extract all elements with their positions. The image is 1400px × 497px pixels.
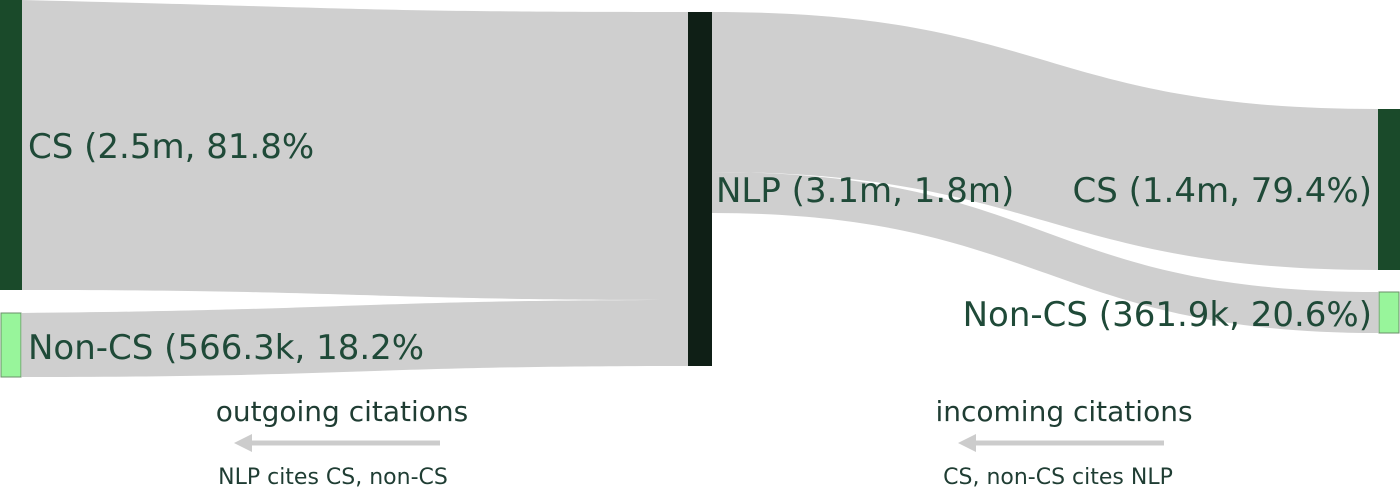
caption-incoming-title: incoming citations [935,395,1192,428]
label-right-cs: CS (1.4m, 79.4%) [1073,171,1372,211]
flow-nlp-to-noncs [712,172,1378,333]
node-right-cs [1378,109,1400,270]
flow-noncs-outgoing [22,300,688,377]
arrowhead-incoming [958,434,976,452]
arrowhead-outgoing [234,434,252,452]
label-left-noncs: Non-CS (566.3k, 18.2% [28,328,424,368]
node-left-noncs [0,312,22,378]
node-left-cs [0,0,22,290]
flow-cs-outgoing [22,0,688,300]
node-right-noncs [1378,291,1400,334]
label-right-noncs: Non-CS (361.9k, 20.6%) [963,295,1372,335]
label-center-nlp: NLP (3.1m, 1.8m) [716,171,1014,211]
caption-outgoing-sub: NLP cites CS, non-CS [218,465,448,490]
flow-nlp-to-cs [712,12,1378,270]
node-center-nlp [688,12,712,366]
caption-outgoing-title: outgoing citations [216,395,469,428]
label-left-cs: CS (2.5m, 81.8% [28,127,314,167]
caption-incoming-sub: CS, non-CS cites NLP [943,465,1173,490]
